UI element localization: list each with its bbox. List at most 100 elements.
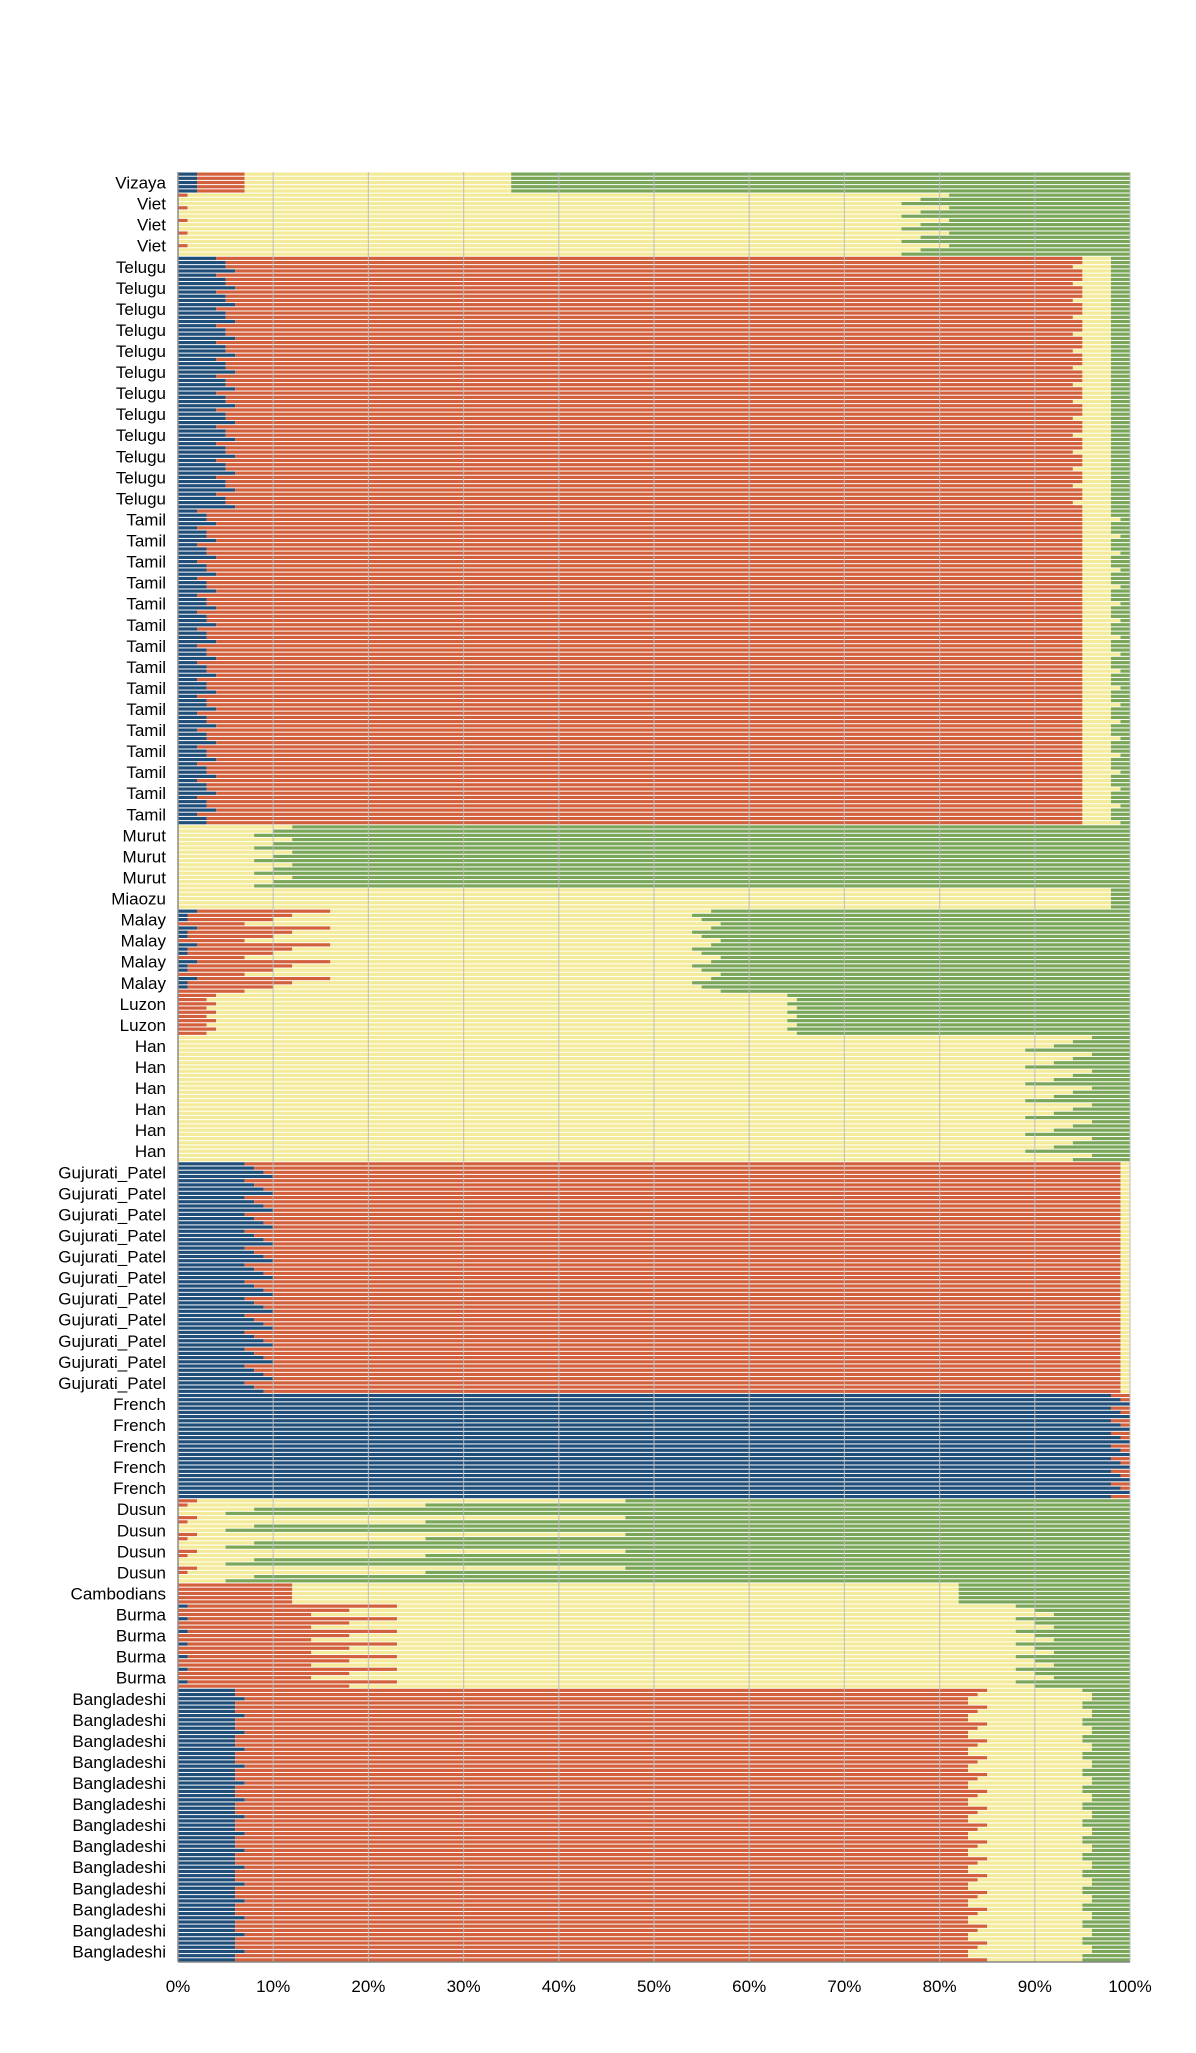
y-axis-label: Murut bbox=[123, 868, 167, 887]
bar-segment bbox=[263, 1254, 1121, 1259]
bar-segment bbox=[178, 1351, 255, 1355]
bar-segment bbox=[1091, 1153, 1130, 1158]
bar-segment bbox=[1120, 1313, 1130, 1318]
bar-segment bbox=[968, 1882, 1092, 1886]
bar-segment bbox=[1082, 1954, 1130, 1958]
bar-segment bbox=[1110, 538, 1130, 543]
bar-segment bbox=[206, 581, 1083, 585]
bar-segment bbox=[349, 1671, 1035, 1676]
bar-segment bbox=[178, 1078, 1054, 1082]
bar-segment bbox=[1110, 526, 1130, 530]
bar-segment bbox=[1120, 1326, 1130, 1330]
y-axis-label: Telugu bbox=[116, 384, 166, 403]
bar-segment bbox=[1082, 766, 1111, 770]
bar-segment bbox=[187, 1667, 397, 1671]
bar-segment bbox=[244, 1162, 1121, 1166]
bar-segment bbox=[178, 1288, 264, 1292]
bar-segment bbox=[263, 1372, 1121, 1377]
bar-segment bbox=[1082, 778, 1111, 783]
bar-segment bbox=[1091, 1911, 1130, 1916]
bar-segment bbox=[178, 1899, 245, 1903]
bar-segment bbox=[216, 606, 1083, 610]
bar-segment bbox=[216, 357, 1083, 362]
bar-segment bbox=[1082, 1958, 1130, 1962]
bar-segment bbox=[178, 366, 226, 370]
bar-segment bbox=[178, 606, 217, 610]
bar-segment bbox=[1082, 821, 1121, 825]
bar-segment bbox=[178, 298, 226, 303]
bar-segment bbox=[178, 1111, 1054, 1115]
bar-segment bbox=[178, 640, 217, 644]
bar-segment bbox=[330, 960, 712, 964]
y-axis-label: Bangladeshi bbox=[72, 1690, 166, 1709]
bar-segment bbox=[178, 698, 207, 703]
bar-segment bbox=[1120, 585, 1130, 589]
y-axis-label: French bbox=[113, 1416, 166, 1435]
bar-segment bbox=[1091, 1794, 1130, 1798]
x-tick-label: 20% bbox=[351, 1977, 385, 1996]
bar-segment bbox=[1072, 1040, 1130, 1044]
bar-segment bbox=[1082, 1739, 1130, 1743]
bar-segment bbox=[1110, 256, 1130, 260]
bar-segment bbox=[178, 496, 226, 501]
y-axis-label: Malay bbox=[121, 974, 167, 993]
bar-segment bbox=[178, 1225, 274, 1229]
bar-segment bbox=[178, 648, 207, 652]
bar-segment bbox=[1110, 640, 1130, 644]
bar-segment bbox=[1120, 686, 1130, 690]
bar-segment bbox=[216, 741, 1083, 745]
bar-segment bbox=[178, 1781, 245, 1785]
bar-segment bbox=[178, 1284, 255, 1288]
y-axis-label: Gujurati_Patel bbox=[58, 1184, 166, 1203]
bar-segment bbox=[1082, 1823, 1130, 1827]
bar-segment bbox=[1110, 336, 1130, 340]
bar-segment bbox=[178, 1313, 245, 1318]
bar-segment bbox=[1110, 1431, 1130, 1436]
bar-segment bbox=[178, 694, 198, 698]
bar-segment bbox=[216, 442, 1083, 446]
bar-segment bbox=[178, 1633, 350, 1638]
bar-segment bbox=[273, 1191, 1121, 1195]
bar-segment bbox=[178, 1174, 274, 1179]
bar-segment bbox=[273, 1275, 1121, 1280]
bar-segment bbox=[244, 939, 721, 943]
bar-segment bbox=[1120, 1166, 1130, 1170]
bar-segment bbox=[235, 1819, 969, 1823]
bar-segment bbox=[216, 458, 1083, 463]
bar-segment bbox=[206, 715, 1083, 720]
bar-segment bbox=[178, 1882, 245, 1886]
bar-segment bbox=[235, 1709, 978, 1713]
bar-segment bbox=[1082, 800, 1111, 804]
bar-segment bbox=[1110, 564, 1130, 568]
bar-segment bbox=[1082, 286, 1111, 290]
bar-segment bbox=[1091, 1827, 1130, 1831]
y-axis-label: Tamil bbox=[126, 784, 166, 803]
bar-segment bbox=[968, 1718, 1083, 1722]
bar-segment bbox=[968, 1768, 1083, 1772]
y-axis-label: Viet bbox=[137, 237, 166, 256]
bar-segment bbox=[244, 955, 721, 960]
y-axis-label: Han bbox=[135, 1058, 166, 1077]
bar-segment bbox=[349, 1633, 1035, 1638]
bar-segment bbox=[330, 943, 712, 947]
bar-segment bbox=[178, 1048, 1026, 1052]
bar-segment bbox=[178, 197, 921, 201]
y-axis-label: Gujurati_Patel bbox=[58, 1163, 166, 1182]
bar-segment bbox=[1110, 290, 1130, 294]
y-axis-label: Tamil bbox=[126, 510, 166, 529]
bar-segment bbox=[1082, 795, 1111, 800]
bar-segment bbox=[1053, 1128, 1130, 1132]
bar-segment bbox=[178, 1393, 1111, 1398]
bar-segment bbox=[178, 559, 198, 564]
bar-segment bbox=[1082, 673, 1111, 677]
bar-segment bbox=[187, 1680, 397, 1684]
bar-segment bbox=[1053, 1061, 1130, 1065]
bar-segment bbox=[1110, 795, 1130, 800]
bar-segment bbox=[235, 1751, 969, 1756]
bar-segment bbox=[178, 1941, 236, 1945]
bar-segment bbox=[178, 416, 226, 420]
bar-segment bbox=[1082, 463, 1111, 467]
bar-segment bbox=[178, 227, 902, 231]
bar-segment bbox=[225, 433, 1073, 437]
bar-segment bbox=[796, 1006, 1130, 1010]
